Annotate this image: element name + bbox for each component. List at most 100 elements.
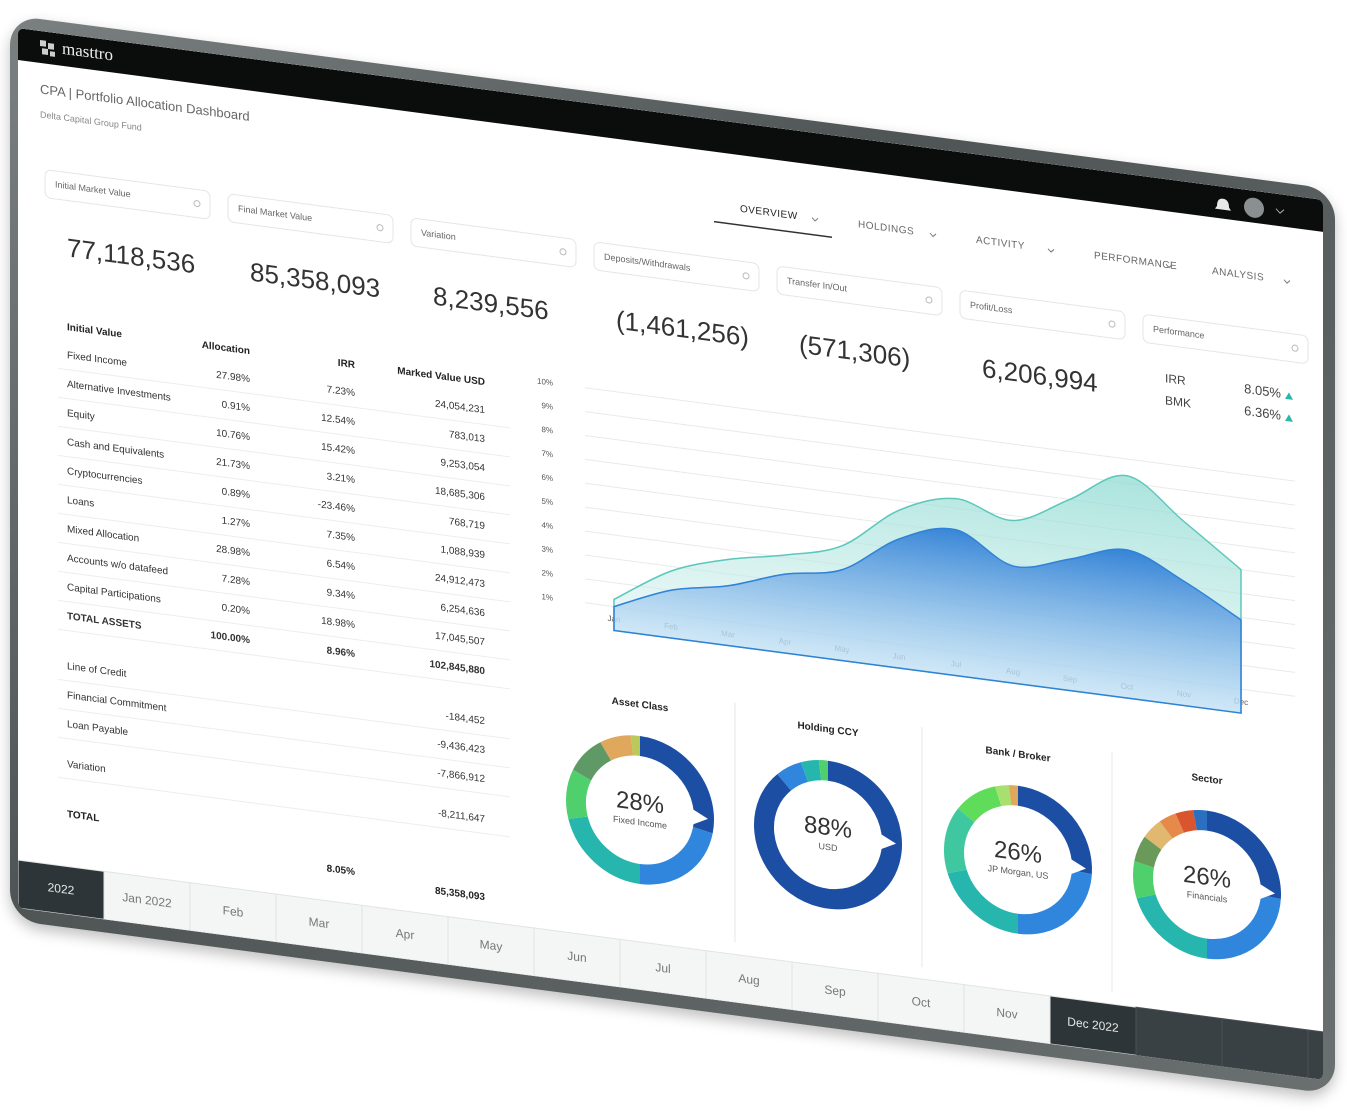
y-tick-label: 4%: [541, 521, 553, 531]
period-cell-faded: [1221, 1017, 1309, 1079]
kpi-card: [44, 169, 211, 220]
row-label: Accounts w/o datafeed: [67, 553, 168, 577]
row-divider: [58, 454, 510, 516]
table-cell: 0.89%: [222, 487, 250, 502]
kpi-value: 8,239,556: [433, 281, 549, 326]
y-tick-label: 3%: [541, 544, 553, 554]
donut-segment: [958, 786, 1002, 823]
donut-title: Sector: [1191, 772, 1222, 787]
dashboard: masttro CPA | Portfolio Allocation Dashb…: [18, 28, 1323, 1080]
kpi-info[interactable]: [193, 200, 201, 208]
donut-center-value: 28%: [616, 786, 664, 819]
tab-chevron[interactable]: [929, 232, 937, 238]
table-cell: 10.76%: [216, 428, 250, 443]
perf-up-arrow: [1285, 392, 1293, 400]
period-label[interactable]: Jun: [567, 949, 586, 965]
period-label[interactable]: Jul: [655, 960, 670, 976]
table-cell: 8.96%: [327, 645, 355, 660]
y-tick-label: 1%: [541, 592, 553, 602]
period-label[interactable]: Aug: [738, 971, 759, 988]
period-label[interactable]: Sep: [824, 982, 846, 999]
period-label[interactable]: Feb: [223, 903, 244, 920]
table-header: Initial Value: [67, 322, 122, 340]
donut-segment: [1144, 821, 1173, 850]
tab-chevron[interactable]: [1283, 279, 1291, 284]
donut-segment: [944, 808, 975, 874]
y-tick-label: 7%: [541, 449, 553, 459]
row-label: Cash and Equivalents: [67, 437, 164, 461]
period-label[interactable]: May: [480, 937, 503, 954]
donut-segment: [639, 826, 713, 885]
period-label[interactable]: 2022: [48, 880, 75, 897]
donut-segment: [1206, 894, 1281, 960]
row-label: TOTAL: [67, 809, 99, 824]
row-divider: [58, 396, 510, 458]
nav-tab[interactable]: HOLDINGS: [858, 219, 914, 237]
table-cell: 24,912,473: [435, 573, 485, 591]
row-label: Financial Commitment: [67, 690, 167, 714]
donut-segment: [754, 760, 902, 910]
row-label: Capital Participations: [67, 582, 161, 605]
period-label[interactable]: Oct: [912, 994, 931, 1010]
table-cell: 18,685,306: [435, 486, 485, 504]
kpi-info[interactable]: [925, 296, 933, 304]
tab-chevron[interactable]: [1047, 248, 1055, 253]
avatar-menu[interactable]: [1275, 208, 1285, 214]
kpi-value: 85,358,093: [250, 257, 380, 304]
table-cell: 1.27%: [222, 516, 250, 531]
row-label: Fixed Income: [67, 350, 127, 369]
kpi-info[interactable]: [1291, 344, 1299, 352]
nav-tab[interactable]: ACTIVITY: [976, 235, 1025, 252]
table-cell: 27.98%: [216, 370, 250, 385]
nav-tab[interactable]: PERFORMANCE: [1094, 250, 1177, 272]
row-divider: [58, 776, 510, 838]
nav-tab[interactable]: OVERVIEW: [740, 204, 798, 223]
nav-tab[interactable]: ANALYSIS: [1212, 266, 1264, 284]
table-cell: 1,088,939: [441, 544, 486, 561]
perf-label: BMK: [1165, 393, 1191, 410]
tab-chevron[interactable]: [811, 217, 819, 222]
tab-underline: [714, 220, 832, 238]
period-label[interactable]: Nov: [996, 1005, 1017, 1022]
period-label[interactable]: Apr: [396, 926, 415, 942]
period-cell-faded: [1135, 1006, 1223, 1068]
donut-center-label: USD: [819, 841, 838, 854]
kpi-card: [1142, 314, 1309, 364]
donut-segment: [818, 760, 829, 781]
table-cell: 17,045,507: [435, 631, 485, 649]
y-tick-label: 8%: [541, 425, 553, 435]
row-divider: [58, 541, 510, 603]
table-cell: 8.05%: [327, 863, 355, 878]
table-cell: 783,013: [449, 429, 486, 445]
table-cell: 24,054,231: [435, 399, 485, 417]
table-header: Marked Value USD: [397, 366, 485, 389]
period-label[interactable]: Jan 2022: [122, 890, 172, 910]
row-label: TOTAL ASSETS: [67, 611, 142, 632]
kpi-info[interactable]: [376, 224, 384, 232]
kpi-info[interactable]: [1108, 320, 1116, 328]
table-cell: 7.35%: [327, 529, 355, 544]
row-divider: [58, 512, 510, 574]
kpi-info[interactable]: [559, 248, 567, 256]
donut-pointer: [1259, 883, 1275, 900]
donut-pointer: [880, 833, 896, 850]
tab-chevron[interactable]: [1165, 263, 1173, 269]
table-cell: -23.46%: [318, 499, 355, 515]
donut-segment: [1206, 810, 1281, 899]
period-label[interactable]: Dec 2022: [1067, 1014, 1119, 1035]
period-label[interactable]: Mar: [309, 915, 330, 932]
kpi-card: [227, 193, 394, 244]
row-divider: [58, 707, 510, 769]
table-cell: 0.91%: [222, 400, 250, 415]
row-divider: [58, 599, 510, 661]
row-divider: [58, 678, 510, 740]
table-cell: 100.00%: [211, 630, 251, 646]
avatar[interactable]: [1244, 196, 1264, 219]
row-divider: [58, 483, 510, 545]
kpi-value: 77,118,536: [67, 232, 195, 279]
period-cell-faded: [1307, 1029, 1323, 1080]
donut-pointer: [692, 808, 708, 825]
notification-bell[interactable]: [1215, 198, 1231, 211]
kpi-info[interactable]: [742, 272, 750, 280]
